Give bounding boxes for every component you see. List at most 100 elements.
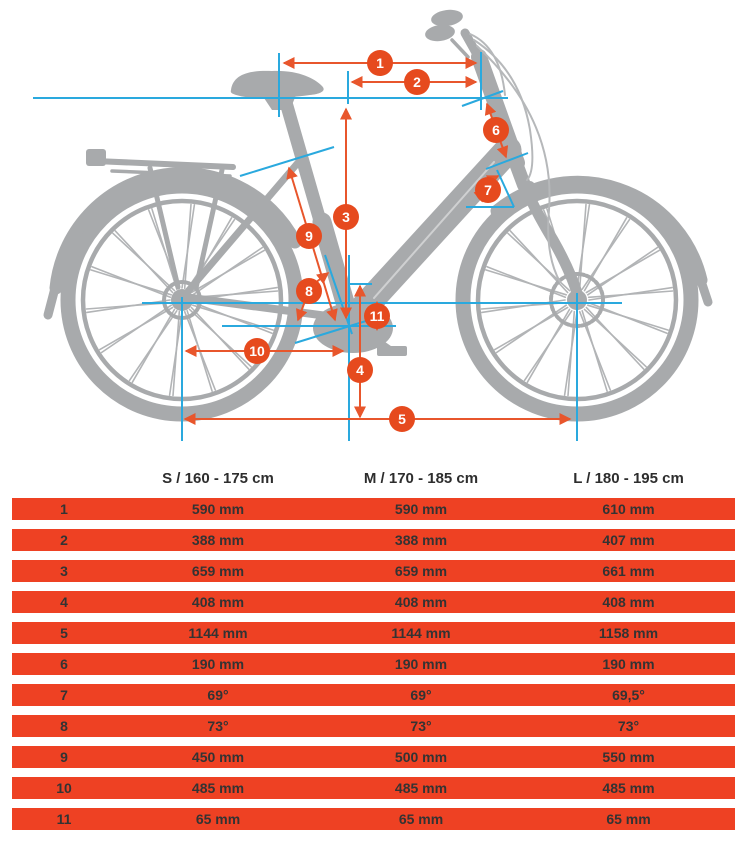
row-number: 2 (60, 532, 68, 548)
value-l: 661 mm (602, 563, 655, 579)
value-m: 590 mm (394, 501, 448, 517)
geometry-table-row: 2 388 mm 388 mm 407 mm (12, 529, 735, 551)
value-m: 388 mm (394, 532, 448, 548)
row-number: 3 (60, 563, 68, 579)
measurement-badge-2: 2 (404, 69, 430, 95)
svg-text:1: 1 (376, 55, 384, 71)
geometry-table: S / 160 - 175 cm M / 170 - 185 cm L / 18… (12, 468, 735, 830)
reference-line (239, 146, 335, 177)
value-l: 550 mm (602, 749, 655, 765)
svg-text:10: 10 (249, 343, 265, 359)
measure-number-column-header (12, 468, 116, 490)
svg-text:2: 2 (413, 74, 421, 90)
svg-text:8: 8 (305, 283, 313, 299)
geometry-table-body: 1 590 mm 590 mm 610 mm 2 388 mm 388 mm 407 mm 3 6… (12, 498, 735, 830)
value-s: 590 mm (191, 501, 245, 517)
value-l: 73° (617, 718, 640, 734)
value-l: 1158 mm (598, 625, 659, 641)
stem (460, 28, 484, 63)
geometry-table-row: 5 1144 mm 1144 mm 1158 mm (12, 622, 735, 644)
value-m: 190 mm (394, 656, 448, 672)
reference-lines (33, 52, 622, 441)
value-l: 65 mm (606, 811, 651, 827)
handlebar (425, 9, 561, 283)
brake-lever (450, 38, 470, 59)
value-s: 1144 mm (188, 625, 248, 641)
geometry-table-row: 10 485 mm 485 mm 485 mm (12, 777, 735, 799)
value-m: 659 mm (394, 563, 448, 579)
measurement-arrows (183, 57, 572, 425)
value-m: 65 mm (398, 811, 444, 827)
geometry-table-row: 1 590 mm 590 mm 610 mm (12, 498, 735, 520)
measurement-badge-8: 8 (296, 278, 322, 304)
geometry-table-row: 3 659 mm 659 mm 661 mm (12, 560, 735, 582)
measurement-badge-6: 6 (483, 117, 509, 143)
svg-text:11: 11 (370, 308, 385, 324)
measurement-badge-7: 7 (475, 177, 501, 203)
value-l: 610 mm (602, 501, 655, 517)
size-m-header: M / 170 - 185 cm (363, 470, 479, 487)
row-number: 10 (56, 780, 72, 796)
grip (431, 9, 463, 27)
geometry-table-row: 6 190 mm 190 mm 190 mm (12, 653, 735, 675)
saddle (230, 70, 324, 118)
value-l: 190 mm (602, 656, 655, 672)
value-s: 485 mm (191, 780, 245, 796)
reference-line (496, 169, 515, 208)
value-s: 659 mm (191, 563, 245, 579)
geometry-table-row: 4 408 mm 408 mm 408 mm (12, 591, 735, 613)
value-m: 485 mm (394, 780, 448, 796)
value-s: 408 mm (191, 594, 245, 610)
svg-text:5: 5 (398, 411, 406, 427)
svg-text:6: 6 (492, 122, 500, 138)
measurement-badge-11: 11 (364, 303, 390, 329)
fork (511, 157, 583, 299)
row-number: 11 (56, 811, 72, 827)
row-number: 8 (60, 718, 68, 734)
value-s: 69° (207, 687, 229, 703)
value-m: 73° (410, 718, 432, 734)
battery-seam (373, 161, 495, 299)
reference-line (461, 90, 504, 107)
measurement-badge-1: 1 (367, 50, 393, 76)
pedal (377, 346, 407, 356)
value-s: 190 mm (191, 656, 245, 672)
grip (425, 24, 455, 42)
geometry-table-row: 8 73° 73° 73° (12, 715, 735, 737)
measurement-badge-3: 3 (333, 204, 359, 230)
value-s: 73° (207, 718, 229, 734)
value-l: 407 mm (602, 532, 655, 548)
geometry-table-row: 11 65 mm 65 mm 65 mm (12, 808, 735, 830)
headlight (525, 181, 535, 191)
row-number: 7 (60, 687, 68, 703)
bike-geometry-diagram: 1 2 3 4 5 6 7 8 9 10 11 (33, 9, 713, 441)
row-number: 5 (60, 625, 68, 641)
size-l-header: L / 180 - 195 cm (573, 470, 684, 487)
svg-text:3: 3 (342, 209, 350, 225)
row-number: 4 (60, 594, 68, 610)
value-l: 485 mm (602, 780, 655, 796)
measurement-badge-10: 10 (244, 338, 270, 364)
geometry-table-row: 7 69° 69° 69,5° (12, 684, 735, 706)
value-s: 388 mm (191, 532, 245, 548)
value-m: 408 mm (394, 594, 448, 610)
value-l: 69,5° (612, 687, 645, 703)
rear-rack (86, 149, 236, 291)
brake-cable (476, 45, 561, 283)
value-m: 1144 mm (391, 625, 451, 641)
value-m: 69° (410, 687, 432, 703)
measurement-badge-9: 9 (296, 223, 322, 249)
value-m: 500 mm (394, 749, 448, 765)
svg-text:4: 4 (356, 362, 364, 378)
svg-text:7: 7 (484, 182, 492, 198)
size-s-header: S / 160 - 175 cm (162, 470, 274, 487)
reference-line (485, 152, 529, 170)
svg-text:9: 9 (305, 228, 313, 244)
row-number: 9 (60, 749, 68, 765)
measurement-badge-5: 5 (389, 406, 415, 432)
row-number: 1 (60, 501, 68, 517)
measurement-badge-4: 4 (347, 357, 373, 383)
seat-stay (180, 154, 306, 300)
value-s: 65 mm (195, 811, 241, 827)
